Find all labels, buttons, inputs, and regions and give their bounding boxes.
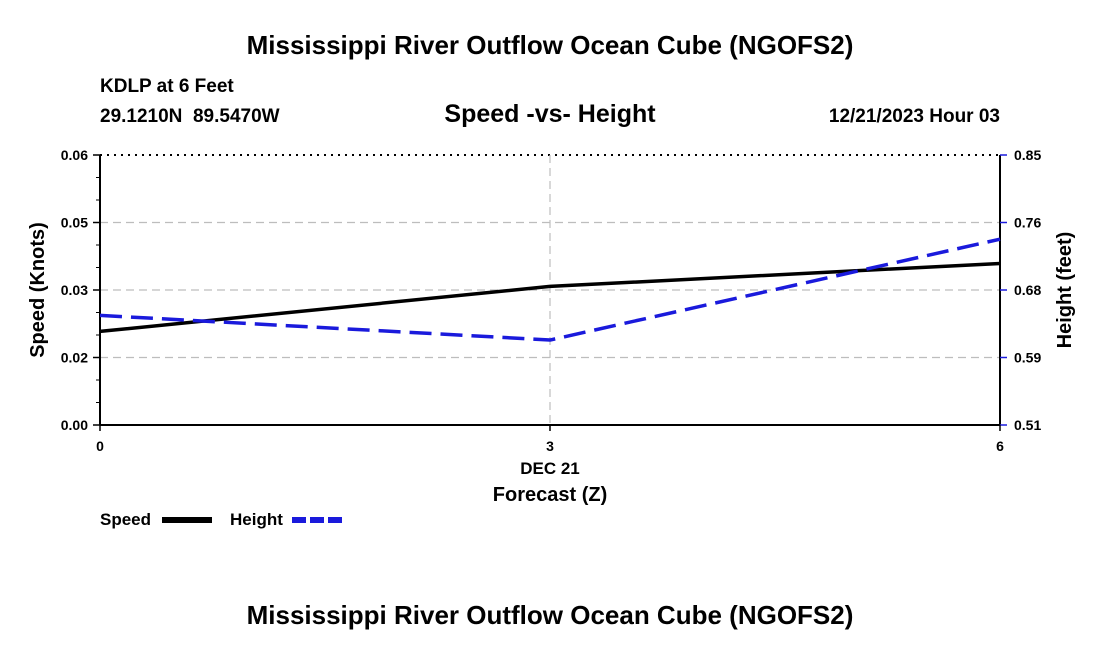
y-right-tick-label: 0.85 [1014,147,1041,163]
y-left-tick-label: 0.03 [61,282,88,298]
y-right-tick-label: 0.59 [1014,350,1041,366]
y-left-tick-label: 0.06 [61,147,88,163]
y-right-tick-label: 0.68 [1014,282,1041,298]
y-right-axis-title: Height (feet) [1054,232,1076,349]
y-left-axis-title: Speed (Knots) [27,222,49,358]
x-tick-label: 3 [546,438,554,454]
y-right-tick-label: 0.51 [1014,417,1041,433]
datetime-label: 12/21/2023 Hour 03 [828,106,1000,127]
station-label: KDLP at 6 Feet [100,76,234,97]
y-left-tick-label: 0.05 [61,215,88,231]
y-left-tick-label: 0.02 [61,350,88,366]
series [99,237,1001,342]
x-date-label: DEC 21 [520,459,580,478]
legend-label-height: Height [230,510,283,529]
legend: Speed Height [100,510,342,529]
y-left-tick-label: 0.00 [61,417,88,433]
axes [93,154,1007,431]
x-axis-title: Forecast (Z) [493,484,607,506]
chart-subtitle: Speed -vs- Height [444,100,656,128]
coordinates-label: 29.1210N 89.5470W [100,106,280,127]
x-tick-label: 6 [996,438,1004,454]
grid-lines [100,154,1000,425]
x-tick-label: 0 [96,438,104,454]
axis-labels: 0.00 0.02 0.03 0.05 0.06 0.51 0.59 0.68 0.76 0.85… [27,147,1076,506]
series-height-line [99,237,1001,342]
footer-title: Mississippi River Outflow Ocean Cube (NG… [246,600,854,630]
chart-title: Mississippi River Outflow Ocean Cube (NG… [246,30,854,60]
y-right-tick-label: 0.76 [1014,215,1041,231]
legend-label-speed: Speed [100,510,151,529]
